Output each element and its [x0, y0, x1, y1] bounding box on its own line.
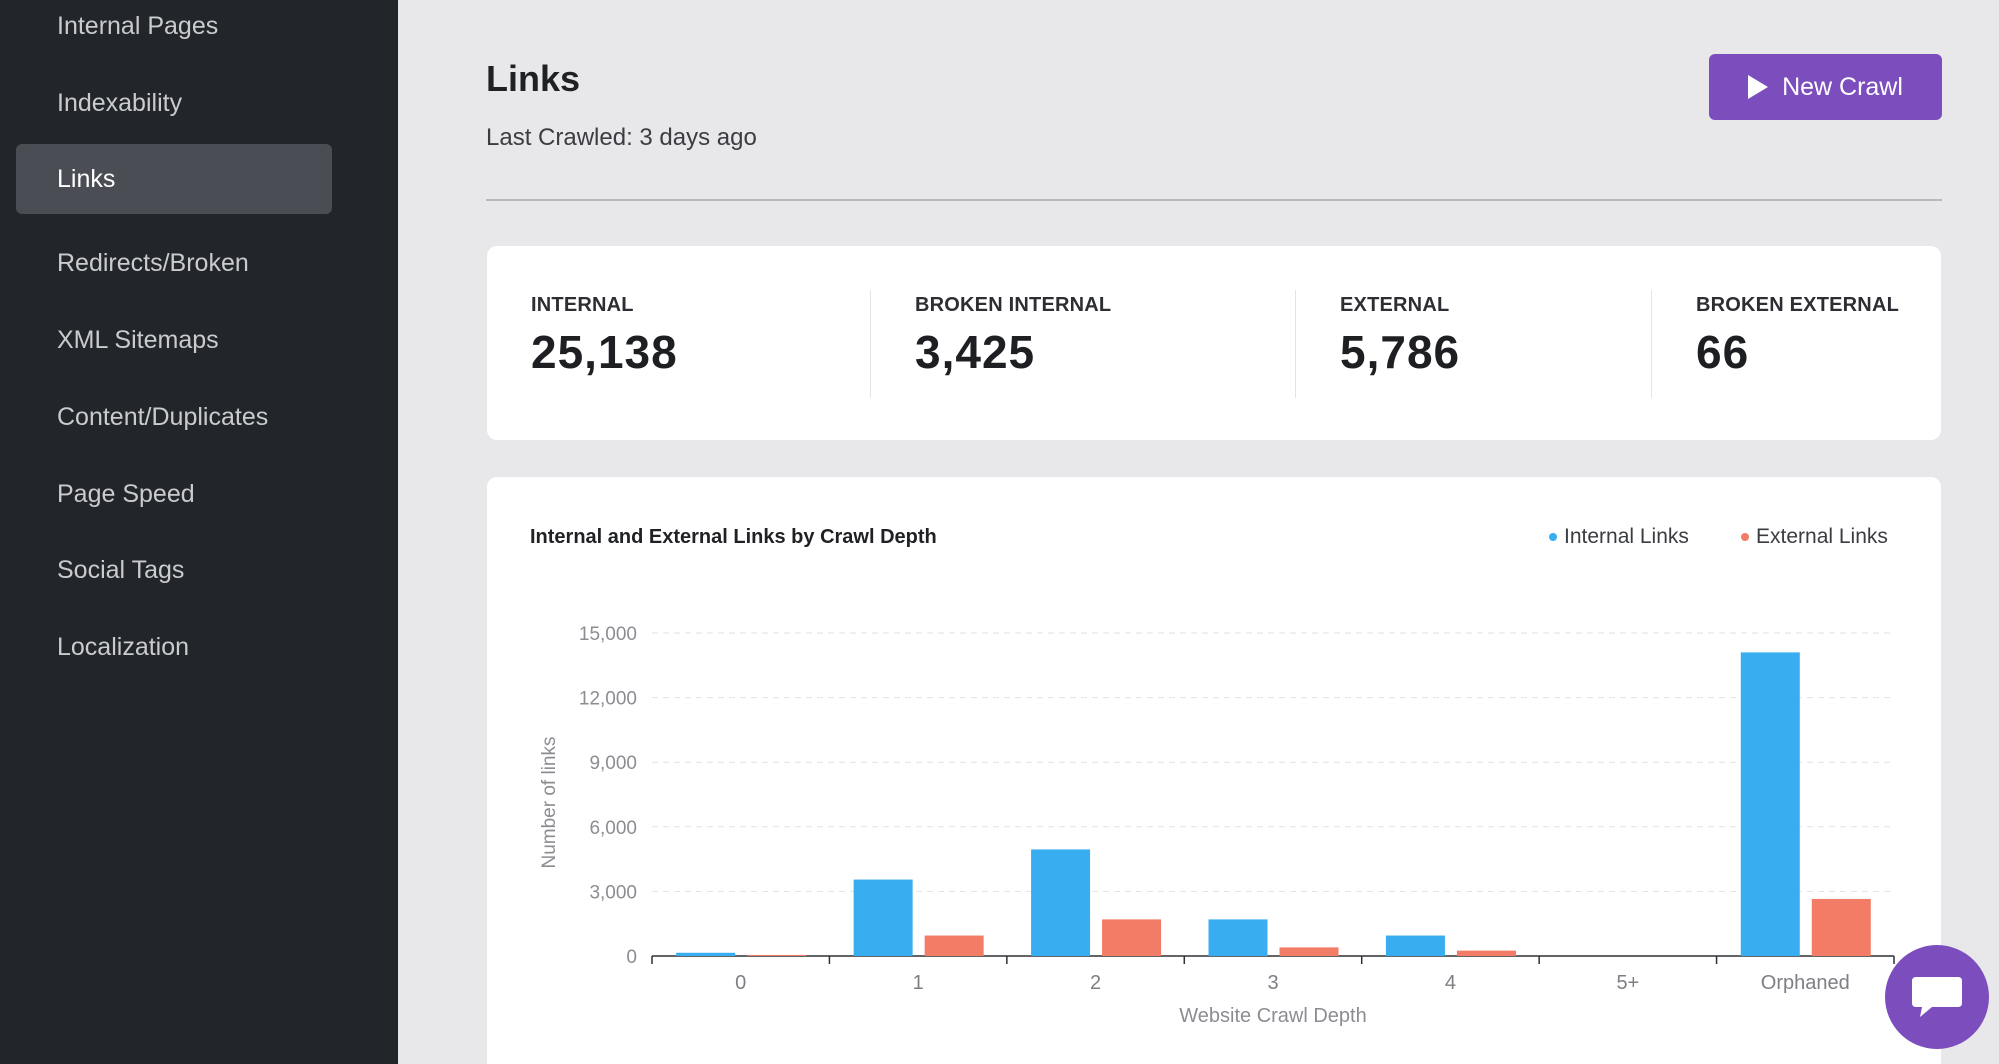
stat-divider	[1295, 290, 1296, 398]
new-crawl-button[interactable]: New Crawl	[1709, 54, 1942, 120]
y-tick-label: 12,000	[579, 689, 637, 710]
stat-internal: INTERNAL 25,138	[531, 294, 678, 379]
stat-label: EXTERNAL	[1340, 294, 1450, 316]
last-crawled-text: Last Crawled: 3 days ago	[486, 124, 757, 151]
sidebar-item-indexability[interactable]: Indexability	[57, 89, 183, 117]
stat-divider	[870, 290, 871, 398]
main-content: Links Last Crawled: 3 days ago New Crawl…	[398, 0, 1999, 1064]
stat-external: EXTERNAL 5,786	[1340, 294, 1460, 379]
link-stats-card: INTERNAL 25,138 BROKEN INTERNAL 3,425 EX…	[487, 246, 1941, 440]
sidebar-item-social-tags[interactable]: Social Tags	[57, 556, 185, 584]
chart-title: Internal and External Links by Crawl Dep…	[530, 526, 937, 548]
y-tick-label: 9,000	[589, 753, 637, 774]
stat-broken-external: BROKEN EXTERNAL 66	[1696, 294, 1899, 379]
x-tick-label: 3	[1267, 972, 1278, 994]
bar-external	[747, 954, 807, 956]
y-axis-title: Number of links	[539, 737, 560, 869]
sidebar-item-xml-sitemaps[interactable]: XML Sitemaps	[57, 326, 219, 354]
stat-value: 3,425	[915, 326, 1036, 378]
legend-dot-icon	[1549, 533, 1557, 541]
y-tick-label: 15,000	[579, 624, 637, 645]
legend-dot-icon	[1741, 533, 1749, 541]
sidebar-item-links[interactable]: Links	[16, 144, 332, 214]
bar-internal	[1385, 935, 1445, 956]
bar-external	[1811, 898, 1871, 956]
stat-value: 5,786	[1340, 326, 1461, 378]
sidebar-item-content-duplicates[interactable]: Content/Duplicates	[57, 403, 269, 431]
stat-value: 66	[1696, 326, 1750, 378]
x-tick-label: 1	[913, 972, 924, 994]
stat-value: 25,138	[531, 326, 678, 378]
new-crawl-label: New Crawl	[1782, 72, 1903, 101]
bar-external	[1456, 950, 1516, 956]
bar-internal	[1740, 652, 1800, 956]
stat-label: INTERNAL	[531, 294, 634, 316]
play-icon	[1748, 75, 1769, 99]
chat-widget-button[interactable]	[1885, 945, 1989, 1049]
sidebar: Internal Pages Indexability Links Redire…	[0, 0, 398, 1064]
bar-external	[924, 935, 984, 956]
stat-label: BROKEN INTERNAL	[915, 294, 1112, 316]
x-tick-label: 2	[1090, 972, 1101, 994]
sidebar-item-localization[interactable]: Localization	[57, 633, 190, 661]
y-tick-label: 6,000	[589, 818, 637, 839]
y-tick-label: 3,000	[589, 882, 637, 903]
stat-broken-internal: BROKEN INTERNAL 3,425	[915, 294, 1111, 379]
bar-external	[1279, 947, 1339, 956]
x-axis-title: Website Crawl Depth	[1179, 1005, 1366, 1027]
links-by-depth-chart-card: Internal and External Links by Crawl Dep…	[487, 477, 1941, 1064]
bar-internal	[853, 879, 913, 956]
x-tick-label: Orphaned	[1761, 972, 1850, 994]
legend-label: Internal Links	[1564, 525, 1689, 548]
sidebar-item-internal-pages[interactable]: Internal Pages	[57, 12, 219, 40]
header-divider	[486, 199, 1942, 201]
bar-external	[1102, 919, 1162, 956]
bar-internal	[676, 952, 736, 956]
legend-label: External Links	[1756, 525, 1888, 548]
legend-internal-links[interactable]: Internal Links	[1549, 525, 1689, 549]
x-tick-label: 4	[1445, 972, 1456, 994]
x-tick-label: 5+	[1616, 972, 1639, 994]
sidebar-item-redirects-broken[interactable]: Redirects/Broken	[57, 249, 249, 277]
bar-internal	[1208, 919, 1268, 956]
x-tick-label: 0	[735, 972, 746, 994]
sidebar-item-page-speed[interactable]: Page Speed	[57, 480, 195, 508]
stat-label: BROKEN EXTERNAL	[1696, 294, 1900, 316]
y-tick-label: 0	[626, 947, 637, 968]
stat-divider	[1651, 290, 1652, 398]
page-title: Links	[486, 58, 581, 99]
chat-bubble-icon	[1912, 977, 1962, 1017]
legend-external-links[interactable]: External Links	[1741, 525, 1888, 549]
bar-internal	[1031, 849, 1091, 956]
bar-chart: 0 3,000 6,000 9,000 12,000 15,000 0 1 2 3 4 5+ Orpha…	[539, 624, 1895, 1027]
